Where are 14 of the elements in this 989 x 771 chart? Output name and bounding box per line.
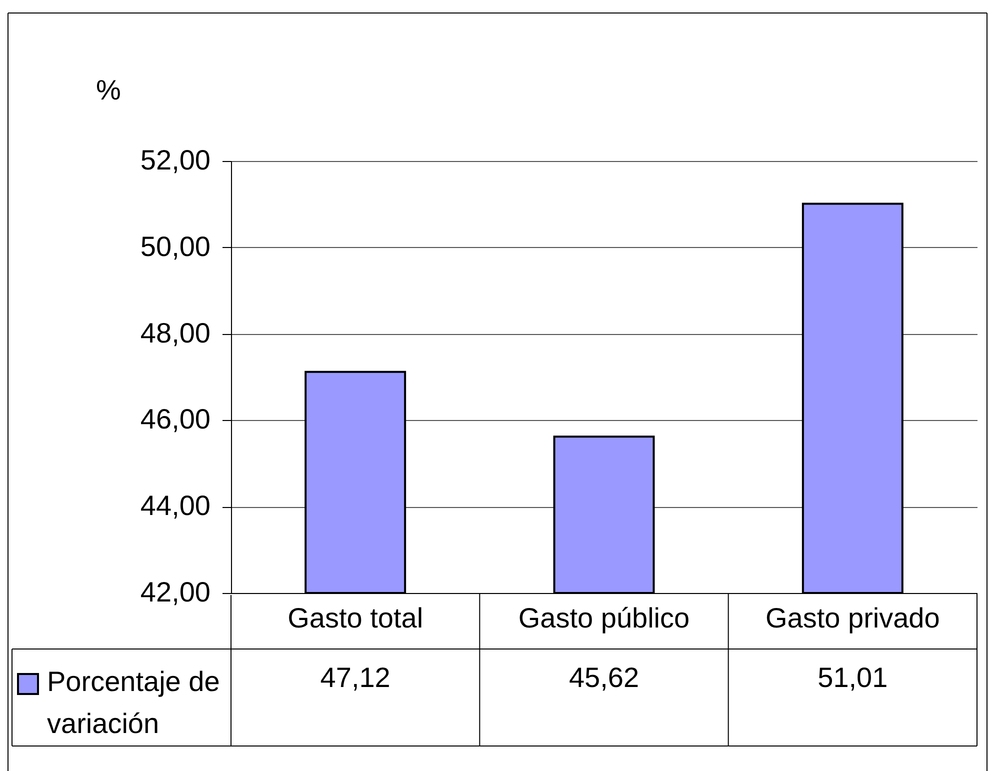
x-tick-label: Gasto público	[518, 602, 690, 634]
y-tick-label: 46,00	[140, 404, 210, 435]
y-axis-title: %	[96, 74, 121, 106]
data-label: 45,62	[568, 662, 640, 693]
legend-label: Porcentaje de variación	[47, 666, 220, 739]
data-label: 47,12	[320, 662, 390, 693]
x-tick-label: Gasto privado	[766, 602, 940, 634]
y-tick-label: 48,00	[140, 317, 210, 348]
y-tick-label: 44,00	[140, 490, 210, 522]
y-tick-label: 50,00	[140, 230, 210, 262]
x-tick-label: Gasto total	[288, 602, 424, 634]
data-label: 51,01	[818, 662, 888, 693]
y-tick-label: 42,00	[140, 576, 210, 608]
y-tick-label: 52,00	[140, 144, 210, 176]
